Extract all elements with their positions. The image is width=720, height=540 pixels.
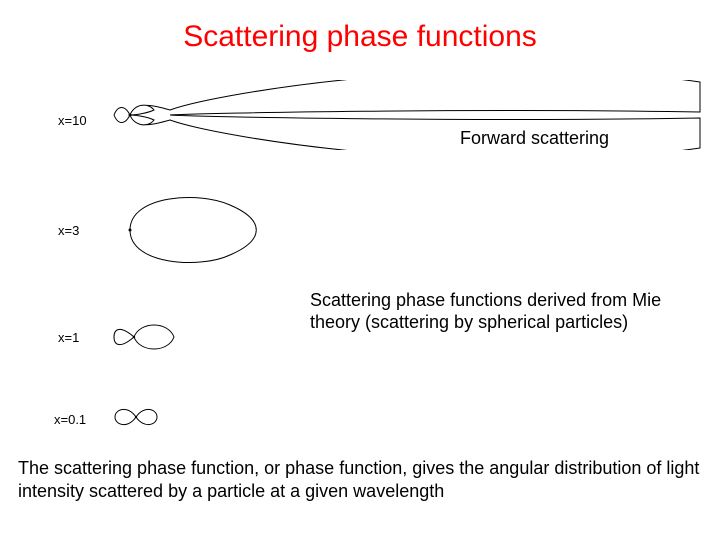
forward-lobe bbox=[130, 80, 700, 150]
phase-diagram-x10 bbox=[100, 80, 720, 150]
label-x01: x=0.1 bbox=[54, 412, 86, 427]
slide: Scattering phase functions x=10 Forward … bbox=[0, 0, 720, 540]
center-dot bbox=[129, 229, 132, 232]
phase-diagram-x3 bbox=[100, 185, 300, 275]
side-lobes bbox=[114, 105, 154, 125]
center-dot bbox=[135, 416, 137, 418]
phase-diagram-x01 bbox=[112, 400, 167, 435]
phase-diagram-x1 bbox=[110, 315, 190, 360]
center-dot bbox=[133, 336, 135, 338]
center-dot bbox=[129, 114, 132, 117]
lobe-x1 bbox=[114, 325, 174, 349]
forward-scattering-label: Forward scattering bbox=[460, 128, 609, 149]
label-x10: x=10 bbox=[58, 113, 87, 128]
label-x3: x=3 bbox=[58, 223, 79, 238]
lobe-x3 bbox=[130, 197, 256, 262]
slide-title: Scattering phase functions bbox=[0, 20, 720, 54]
footer-text: The scattering phase function, or phase … bbox=[18, 457, 710, 502]
diagram-caption: Scattering phase functions derived from … bbox=[310, 290, 670, 333]
label-x1: x=1 bbox=[58, 330, 79, 345]
